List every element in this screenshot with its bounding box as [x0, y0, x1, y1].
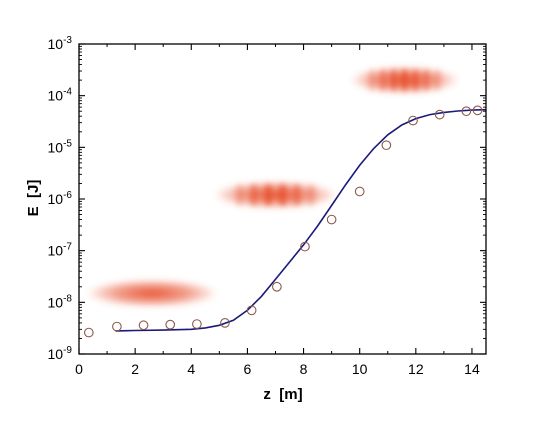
x-tick-label: 0 [75, 361, 83, 377]
y-tick-label: 10-8 [48, 293, 73, 310]
axes: 0 2 4 6 8 10 12 14 10-9 10-8 10-7 10-6 10-5 10-4 10-3 [48, 35, 487, 377]
bunch-low [86, 278, 218, 308]
data-point [138, 320, 149, 331]
bunch-mid-slice [278, 183, 287, 207]
data-point [220, 318, 230, 328]
bunch-low-envelope [86, 278, 218, 308]
bunch-mid-slice [293, 183, 301, 207]
bunch-high-slice [368, 68, 376, 92]
bunch-high-slice [412, 68, 419, 92]
bunch-mid-slice [235, 183, 244, 207]
data-point [354, 186, 365, 197]
bunch-high-slice [434, 68, 441, 92]
bunch-mid-envelope [213, 180, 338, 210]
bunch-high [349, 65, 460, 95]
x-tick-label: 8 [300, 361, 308, 377]
bunch-high-slice [390, 68, 397, 92]
plot-area [83, 105, 487, 338]
bunch-high-slice [379, 68, 386, 92]
x-tick-label: 6 [244, 361, 252, 377]
data-point [112, 321, 122, 332]
data-point [300, 241, 310, 252]
data-point [83, 327, 94, 338]
y-axis-title: E [J] [25, 180, 42, 217]
bunch-high-slice [401, 68, 408, 92]
bunch-mid-slice [264, 183, 272, 207]
fit-curve [115, 108, 487, 332]
y-tick-label: 10-9 [48, 345, 73, 362]
bunch-mid [213, 180, 338, 210]
y-tick-label: 10-5 [48, 138, 73, 155]
bunch-mid-slice [307, 183, 316, 207]
data-point [461, 106, 472, 117]
data-point [408, 115, 418, 126]
data-point [472, 105, 483, 116]
bunch-insets [86, 65, 460, 308]
x-tick-label: 2 [131, 361, 139, 377]
x-tick-label: 4 [187, 361, 195, 377]
data-point [326, 214, 337, 225]
data-point [246, 305, 257, 316]
x-tick-label: 14 [464, 361, 480, 377]
data-point [381, 140, 392, 151]
y-tick-label: 10-6 [48, 190, 73, 207]
bunch-high-slice [423, 68, 430, 92]
data-point [272, 281, 282, 292]
y-tick-label: 10-3 [48, 35, 73, 52]
data-point [192, 319, 202, 329]
x-tick-label: 12 [408, 361, 424, 377]
x-axis-title: z [m] [263, 386, 302, 403]
y-tick-label: 10-7 [48, 242, 73, 259]
data-point [165, 319, 176, 330]
bunch-mid-slice [250, 183, 258, 207]
y-tick-label: 10-4 [48, 87, 73, 104]
x-tick-label: 10 [352, 361, 368, 377]
data-point [434, 109, 445, 120]
